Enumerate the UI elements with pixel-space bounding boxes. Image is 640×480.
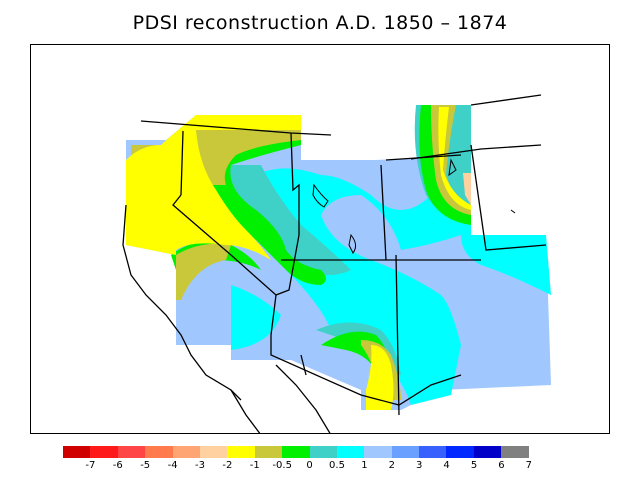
- field-cyan-east: [461, 235, 551, 295]
- small-lake: [510, 209, 516, 214]
- field-teal-2: [316, 322, 401, 375]
- washington-idaho: [180, 130, 184, 196]
- sonora-coast: [275, 364, 331, 433]
- colorbar-swatch: [473, 446, 502, 458]
- colorbar-tick-label: 6: [498, 460, 505, 471]
- colorbar-swatch: [227, 446, 255, 458]
- nevada-utah: [270, 234, 300, 336]
- pdsi-field: [126, 105, 551, 410]
- colorbar-swatch: [254, 446, 283, 458]
- gulf-shore: [300, 354, 307, 376]
- colorbar-swatch: [501, 446, 529, 458]
- colorbar-tick-label: -0.5: [272, 460, 292, 471]
- nevada-west: [172, 194, 277, 296]
- field-cyan-south: [231, 285, 281, 350]
- colorbar-tick-label: -2: [222, 460, 233, 471]
- canada-border-east: [410, 144, 542, 160]
- field-green-1: [196, 130, 326, 285]
- colorbar-tick-label: -3: [195, 460, 205, 471]
- colorbar: [63, 446, 529, 458]
- colorbar-swatch: [309, 446, 337, 458]
- colorbar-tick-label: 7: [525, 460, 532, 471]
- field-peach: [463, 173, 471, 205]
- colorbar-tick-label: -5: [140, 460, 151, 471]
- lake-2: [448, 158, 457, 177]
- boundaries: [122, 94, 547, 433]
- utah-colorado: [380, 164, 387, 261]
- colorado-north: [385, 154, 462, 161]
- baja: [230, 389, 261, 433]
- colorbar-swatch: [419, 446, 447, 458]
- field-olive-3: [176, 243, 231, 300]
- colorbar-swatch: [145, 446, 173, 458]
- great-salt-lake: [312, 183, 329, 208]
- lake-markers: [312, 158, 516, 254]
- colorbar-tick-label: 2: [388, 460, 395, 471]
- colorbar-tick-label: 4: [443, 460, 450, 471]
- colorbar-swatch: [199, 446, 228, 458]
- coast: [122, 204, 242, 401]
- colorbar-labels: -7 -6 -5 -4 -3 -2 -1 -0.5 0 0.5 1 2 3 4 5 6 7: [0, 460, 640, 474]
- colorbar-swatch: [282, 446, 310, 458]
- colorbar-swatch: [63, 446, 91, 458]
- colorbar-tick-label: -6: [112, 460, 123, 471]
- colorbar-tick-label: 5: [470, 460, 478, 471]
- colorbar-tick-label: 0.5: [329, 460, 345, 471]
- field-olive-2: [196, 130, 301, 185]
- northern-border-east: [470, 94, 542, 106]
- colorbar-swatch: [391, 446, 420, 458]
- colorbar-swatch: [336, 446, 365, 458]
- map-frame: [30, 44, 610, 434]
- colorbar-tick-label: 1: [361, 460, 368, 471]
- colorbar-swatch: [117, 446, 146, 458]
- field-yellow-1: [126, 115, 301, 260]
- colorbar-tick-label: -1: [249, 460, 260, 471]
- arizona-east: [395, 254, 400, 416]
- map-title: PDSI reconstruction A.D. 1850 – 1874: [132, 12, 508, 34]
- field-yellow-2: [366, 345, 394, 410]
- colorbar-swatch: [446, 446, 474, 458]
- wyoming-east: [470, 144, 547, 251]
- field-yellow-3: [438, 107, 471, 210]
- idaho-montana: [290, 132, 300, 235]
- colorbar-tick-label: 0: [306, 460, 313, 471]
- colorbar-tick-label: 3: [416, 460, 423, 471]
- field-teal-1: [201, 165, 351, 275]
- colorbar-tick-label: -4: [167, 460, 178, 471]
- colorbar-swatch: [90, 446, 118, 458]
- colorbar-tick-label: -7: [85, 460, 96, 471]
- pdsi-map: [122, 94, 551, 433]
- mexico-border: [270, 335, 462, 406]
- lake-1: [348, 233, 357, 254]
- colorbar-swatch: [364, 446, 392, 458]
- colorbar-swatch: [172, 446, 200, 458]
